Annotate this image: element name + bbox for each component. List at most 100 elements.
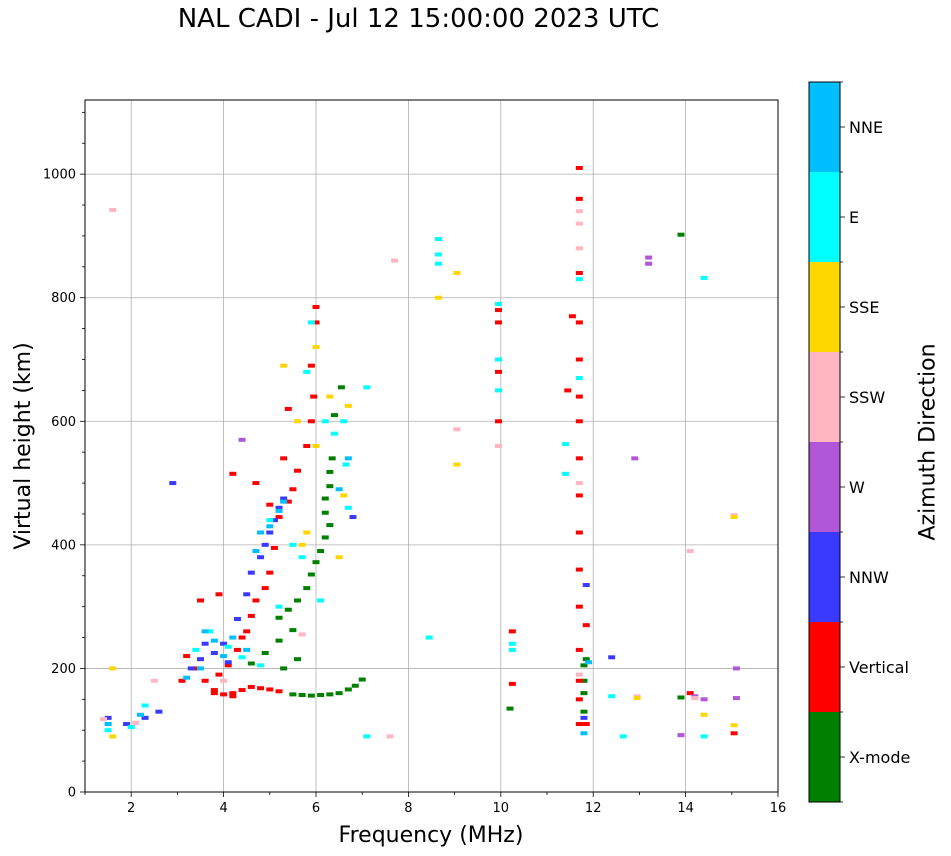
echo-point-nne (252, 549, 260, 554)
echo-point-e (224, 644, 232, 649)
colorbar-label: X-mode (849, 748, 910, 767)
echo-point-e (434, 261, 442, 266)
echo-point-e (303, 369, 311, 374)
echo-point-vertical (686, 691, 694, 696)
colorbar-swatch-e (809, 172, 840, 262)
echo-point-vertical (575, 357, 583, 362)
echo-point-vertical (730, 731, 738, 736)
echo-point-e (344, 505, 352, 510)
echo-point-e (317, 598, 325, 603)
grid (85, 100, 778, 792)
echo-point-vertical (575, 493, 583, 498)
echo-point-e (619, 734, 627, 739)
colorbar-swatch-vertical (809, 622, 840, 712)
echo-point-nne (201, 629, 209, 634)
echo-point-x-mode (275, 615, 283, 620)
echo-point-x-mode (298, 692, 306, 697)
echo-point-vertical (284, 499, 292, 504)
echo-point-e (434, 252, 442, 257)
echo-point-w (645, 261, 653, 266)
x-tick-label: 2 (127, 801, 135, 816)
y-axis-label: Virtual height (km) (11, 342, 36, 549)
echo-point-vertical (307, 363, 315, 368)
x-axis: 2 4 6 8 10 12 14 16 (84, 792, 787, 816)
echo-point-x-mode (330, 413, 338, 418)
echo-point-ssw (220, 678, 228, 683)
echo-point-e (298, 555, 306, 560)
echo-point-x-mode (289, 628, 297, 633)
colorbar-label: W (849, 478, 865, 497)
echo-point-vertical (575, 530, 583, 535)
echo-point-ssw (453, 427, 461, 432)
echo-point-vertical (582, 623, 590, 628)
echo-point-x-mode (317, 692, 325, 697)
echo-point-e (575, 277, 583, 282)
echo-point-x-mode (321, 496, 329, 501)
echo-point-x-mode (335, 691, 343, 696)
echo-point-vertical (229, 471, 237, 476)
x-tick-label: 16 (770, 801, 787, 816)
echo-point-vertical (257, 686, 265, 691)
echo-point-x-mode (677, 695, 685, 700)
echo-point-vertical (261, 586, 269, 591)
echo-point-vertical (252, 598, 260, 603)
echo-point-vertical (575, 419, 583, 424)
echo-point-nnw (270, 518, 278, 523)
echo-point-e (561, 471, 569, 476)
echo-point-nne (335, 487, 343, 492)
echo-point-vertical (312, 304, 320, 309)
echo-point-vertical (266, 570, 274, 575)
colorbar-title: Azimuth Direction (915, 343, 941, 541)
echo-point-sse (312, 345, 320, 350)
data-points (99, 165, 740, 739)
echo-point-vertical (215, 592, 223, 597)
echo-point-ssw (691, 696, 699, 701)
echo-point-sse (344, 403, 352, 408)
echo-point-e (508, 647, 516, 652)
echo-point-vertical (568, 314, 576, 319)
y-tick-label: 600 (51, 415, 76, 430)
echo-point-nnw (104, 715, 112, 720)
echo-point-x-mode (580, 709, 588, 714)
echo-point-vertical (575, 165, 583, 170)
echo-point-e (434, 237, 442, 242)
echo-point-w (645, 255, 653, 260)
echo-point-x-mode (294, 657, 302, 662)
echo-point-ssw (109, 207, 117, 212)
echo-point-vertical (210, 691, 218, 696)
echo-point-x-mode (328, 456, 336, 461)
echo-point-vertical (252, 481, 260, 486)
echo-point-x-mode (321, 535, 329, 540)
echo-point-ssw (575, 221, 583, 226)
echo-point-x-mode (275, 638, 283, 643)
echo-point-vertical (266, 502, 274, 507)
echo-point-vertical (494, 320, 502, 325)
echo-point-vertical (307, 419, 315, 424)
echo-point-x-mode (303, 586, 311, 591)
colorbar-swatch-sse (809, 262, 840, 352)
echo-point-ssw (575, 246, 583, 251)
echo-point-x-mode (280, 666, 288, 671)
echo-point-nnw (580, 715, 588, 720)
echo-point-vertical (575, 697, 583, 702)
echo-point-nnw (280, 496, 288, 501)
echo-point-e (192, 647, 200, 652)
echo-point-sse (335, 555, 343, 560)
echo-point-vertical (229, 691, 237, 696)
echo-point-nne (183, 675, 191, 680)
echo-point-sse (109, 734, 117, 739)
echo-point-nnw (261, 542, 269, 547)
echo-point-vertical (289, 487, 297, 492)
echo-point-vertical (238, 635, 246, 640)
echo-point-vertical (575, 678, 583, 683)
echo-point-e (238, 655, 246, 660)
colorbar-swatch-w (809, 442, 840, 532)
echo-point-nnw (155, 709, 163, 714)
echo-point-e (561, 442, 569, 447)
echo-point-vertical (247, 684, 255, 689)
echo-point-nne (229, 635, 237, 640)
echo-point-vertical (494, 419, 502, 424)
echo-point-e (307, 320, 315, 325)
echo-point-sse (434, 295, 442, 300)
echo-point-vertical (575, 722, 583, 727)
